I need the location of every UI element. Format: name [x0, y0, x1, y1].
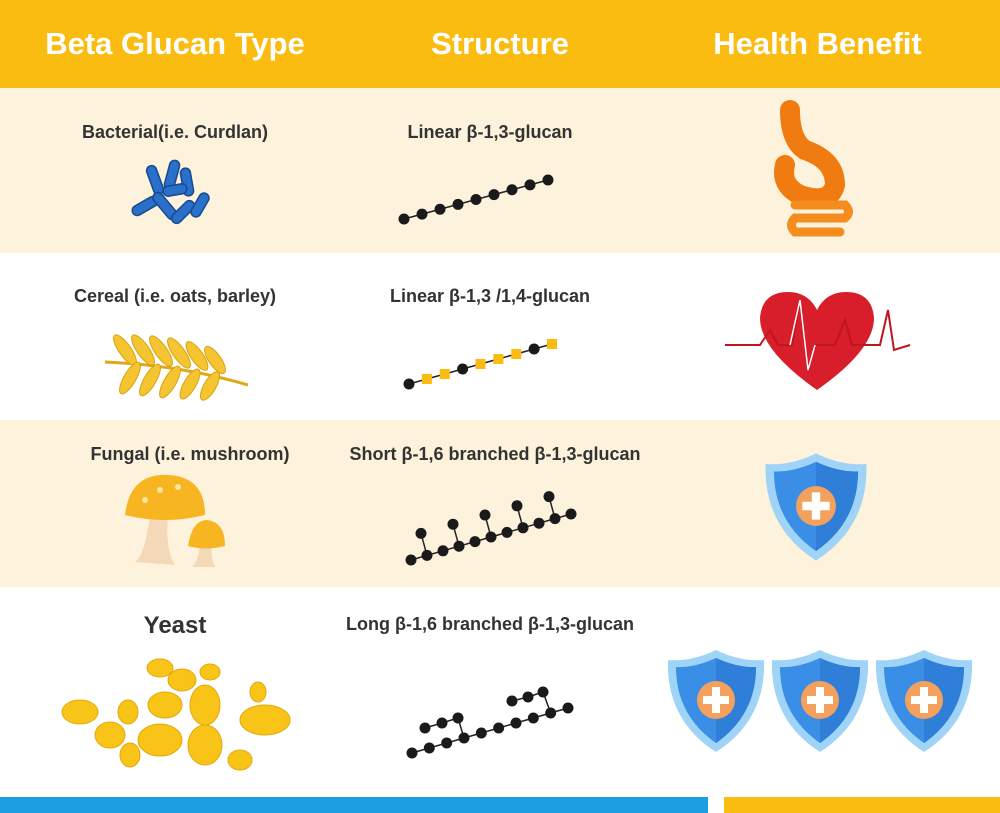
glucose-node	[510, 717, 522, 729]
type-label: Bacterial(i.e. Curdlan)	[81, 122, 269, 142]
structure-label: Long β-1,6 branched β-1,3-glucan	[345, 614, 634, 634]
glucose-node	[470, 194, 482, 205]
glucose-node	[439, 369, 450, 379]
glucose-node	[405, 554, 417, 566]
heart-ecg-icon	[725, 292, 911, 390]
glucose-node	[562, 702, 574, 714]
glucose-node	[421, 549, 433, 561]
glucose-node	[469, 536, 481, 548]
glucose-node	[441, 737, 453, 749]
yeast-icon	[61, 658, 291, 771]
shield-cross-icon	[667, 650, 765, 752]
shield-cross-icon	[771, 650, 869, 752]
glucose-node	[436, 717, 448, 729]
glucose-node	[545, 707, 557, 719]
long-branched-chain-diagram	[406, 686, 574, 759]
table-header: Beta Glucan Type Structure Health Benefi…	[0, 0, 1000, 88]
glucose-node	[493, 354, 504, 364]
glucose-node	[475, 727, 487, 739]
glucose-node	[528, 343, 540, 355]
short-branched-chain-diagram	[405, 491, 577, 566]
glucose-node	[537, 686, 549, 698]
footer-bar-yellow	[724, 797, 1000, 813]
glucose-node	[522, 691, 534, 703]
glucose-node	[453, 540, 465, 552]
glucose-node	[542, 174, 554, 186]
glucose-node	[493, 722, 505, 734]
header-type: Beta Glucan Type	[45, 26, 305, 61]
glucose-node	[452, 712, 464, 724]
glucose-node	[419, 722, 431, 734]
glucose-node	[423, 742, 435, 754]
glucose-node	[549, 513, 561, 525]
glucose-node	[458, 732, 470, 744]
glucose-node	[447, 518, 459, 530]
glucose-node	[506, 695, 518, 707]
structure-label: Linear β-1,3 /1,4-glucan	[389, 286, 591, 306]
type-label: Fungal (i.e. mushroom)	[90, 444, 290, 464]
linear-chain-diagram	[398, 174, 554, 225]
glucose-node	[434, 203, 446, 215]
glucose-node	[452, 198, 464, 210]
structure-label: Short β-1,6 branched β-1,3-glucan	[349, 444, 641, 464]
glucose-node	[517, 522, 529, 534]
glucose-node	[527, 712, 539, 724]
glucose-node	[565, 508, 577, 520]
glucose-node	[547, 339, 557, 349]
digestive-system-icon	[774, 100, 853, 237]
glucose-node	[406, 747, 418, 759]
glucose-node	[511, 349, 522, 359]
glucose-node	[479, 509, 491, 521]
glucose-node	[501, 526, 513, 538]
structure-label: Linear β-1,3-glucan	[407, 122, 573, 142]
glucose-node	[475, 359, 486, 369]
glucose-node	[543, 491, 555, 503]
glucose-node	[416, 208, 428, 220]
mushroom-icon	[125, 474, 225, 567]
header-benefit: Health Benefit	[713, 26, 922, 61]
glucose-node	[485, 531, 497, 543]
glucose-node	[415, 527, 427, 539]
mixed-linkage-chain-diagram	[403, 339, 557, 390]
glucose-node	[457, 363, 469, 375]
type-label: Cereal (i.e. oats, barley)	[73, 286, 277, 306]
glucose-node	[511, 500, 523, 512]
type-label: Yeast	[143, 612, 207, 639]
bacteria-icon	[131, 159, 210, 225]
header-structure: Structure	[431, 26, 569, 61]
glucose-node	[421, 374, 432, 384]
glucose-node	[506, 184, 518, 196]
wheat-icon	[104, 334, 249, 401]
glucose-node	[488, 189, 500, 201]
glucose-node	[437, 545, 449, 557]
shield-cross-icon	[875, 650, 973, 752]
glucose-node	[524, 179, 536, 191]
glucose-node	[533, 517, 545, 529]
glucose-node	[398, 213, 410, 225]
glucose-node	[403, 378, 415, 390]
footer-bar-blue	[0, 797, 708, 813]
shield-cross-icon	[765, 453, 867, 561]
